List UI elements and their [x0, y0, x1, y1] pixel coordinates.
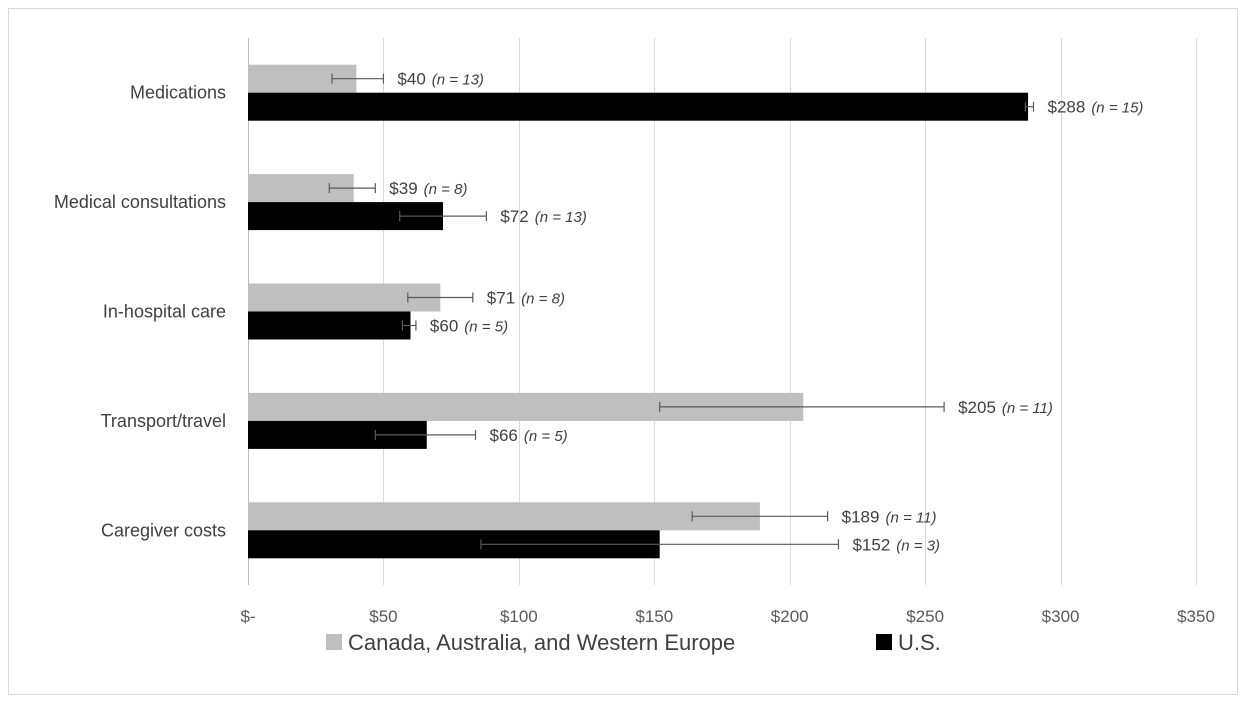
value-label: $60	[430, 317, 458, 336]
value-label: $40	[397, 70, 425, 89]
data-label: $189 (n = 11)	[842, 507, 937, 526]
x-tick-label: $-	[240, 607, 255, 626]
n-label: (n = 8)	[521, 291, 565, 308]
error-bar	[407, 292, 474, 303]
error-bar	[659, 401, 945, 412]
legend-item-canada-australia-western-europe: Canada, Australia, and Western Europe	[326, 630, 735, 655]
bars	[248, 64, 1029, 559]
legend: Canada, Australia, and Western Europe U.S…	[326, 630, 941, 655]
x-tick-label: $350	[1177, 607, 1215, 626]
value-label: $152	[852, 535, 890, 554]
category-label: Caregiver costs	[101, 520, 226, 540]
error-bars	[328, 73, 1035, 550]
value-label: $39	[389, 179, 417, 198]
x-tick-label: $200	[771, 607, 809, 626]
category-labels: Medications Medical consultations In-hospi…	[54, 83, 226, 541]
error-bar	[1024, 101, 1035, 112]
legend-item-us: U.S.	[876, 630, 941, 655]
value-label: $189	[842, 507, 880, 526]
legend-swatch	[876, 634, 892, 650]
data-labels: $40 (n = 13) $288 (n = 15) $39 (n = 8) $72 (n =…	[389, 70, 1143, 555]
n-label: (n = 5)	[524, 428, 568, 445]
x-tick-label: $150	[635, 607, 673, 626]
legend-label: Canada, Australia, and Western Europe	[348, 630, 735, 655]
x-tick-label: $300	[1042, 607, 1080, 626]
bar-canada-australia-western-europe	[248, 502, 760, 531]
x-tick-label: $100	[500, 607, 538, 626]
bar-us	[248, 92, 1029, 121]
error-bar	[331, 73, 385, 84]
n-label: (n = 13)	[432, 72, 484, 89]
category-label: Medical consultations	[54, 192, 226, 212]
x-tick-label: $50	[369, 607, 397, 626]
value-label: $71	[487, 289, 515, 308]
n-label: (n = 3)	[896, 537, 940, 554]
chart-frame	[8, 8, 1238, 695]
error-bar	[328, 183, 376, 194]
error-bar	[480, 539, 840, 550]
data-label: $205 (n = 11)	[958, 398, 1053, 417]
gridlines	[248, 38, 1197, 585]
value-label: $72	[500, 207, 528, 226]
value-label: $288	[1047, 98, 1085, 117]
data-label: $288 (n = 15)	[1047, 98, 1143, 117]
error-bar	[399, 211, 487, 222]
category-label: Medications	[130, 83, 226, 103]
data-label: $71 (n = 8)	[487, 289, 565, 308]
n-label: (n = 11)	[1002, 400, 1053, 417]
data-label: $60 (n = 5)	[430, 317, 508, 336]
category-label: In-hospital care	[103, 302, 226, 322]
x-tick-label: $250	[906, 607, 944, 626]
n-label: (n = 11)	[885, 509, 936, 526]
n-label: (n = 5)	[464, 319, 508, 336]
bar-us	[248, 311, 411, 340]
value-label: $66	[490, 426, 518, 445]
data-label: $72 (n = 13)	[500, 207, 586, 226]
data-label: $40 (n = 13)	[397, 70, 484, 89]
error-bar	[691, 511, 829, 522]
legend-swatch	[326, 634, 342, 650]
data-label: $39 (n = 8)	[389, 179, 467, 198]
legend-label: U.S.	[898, 630, 941, 655]
category-label: Transport/travel	[101, 411, 226, 431]
error-bar	[401, 320, 417, 331]
value-label: $205	[958, 398, 996, 417]
error-bar	[374, 429, 477, 440]
n-label: (n = 15)	[1091, 100, 1143, 117]
x-tick-labels: $- $50 $100 $150 $200 $250 $300 $350	[240, 607, 1214, 626]
data-label: $152 (n = 3)	[852, 535, 940, 554]
n-label: (n = 8)	[424, 181, 468, 198]
n-label: (n = 13)	[535, 209, 587, 226]
data-label: $66 (n = 5)	[490, 426, 568, 445]
